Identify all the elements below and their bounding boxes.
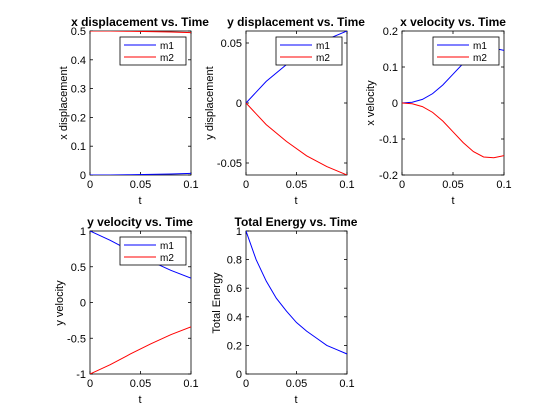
x-tick-label: 0.05	[442, 179, 463, 191]
x-tick-label: 0.05	[130, 179, 151, 191]
plot-title: x velocity vs. Time	[400, 15, 506, 29]
x-tick-label: 0	[243, 378, 249, 390]
legend-label-m1: m1	[160, 241, 174, 252]
x-tick-label: 0.05	[286, 179, 307, 191]
x-tick-label: 0	[399, 179, 405, 191]
subplot-y-displacement: y displacement vs. Time t y displacement…	[204, 15, 365, 207]
y-tick-label: 0.6	[227, 283, 242, 295]
y-tick-label: -0.5	[67, 333, 86, 345]
y-tick-label: 0.2	[383, 26, 398, 38]
y-tick-label: 0.8	[227, 255, 242, 267]
legend-box	[119, 36, 187, 66]
y-tick-label: 0.5	[71, 26, 86, 38]
y-tick-label: 0	[80, 170, 86, 182]
y-tick-label: -1	[76, 369, 86, 381]
x-tick-label: 0.1	[183, 179, 198, 191]
y-tick-label: 0.05	[221, 38, 242, 50]
axes-box	[245, 230, 348, 375]
y-tick-label: 1	[236, 226, 242, 238]
plot-marks: 0 0.05 0.1 0 0.2 0.4 0.6 0.8 1	[227, 226, 355, 390]
x-tick-label: 0.05	[130, 378, 151, 390]
legend-label-m2: m2	[160, 253, 174, 264]
y-tick-label: 0	[80, 298, 86, 310]
legend-label-m2: m2	[316, 53, 330, 64]
legend-box	[275, 36, 343, 66]
y-tick-label: 0.4	[71, 55, 86, 67]
x-axis-label: t	[138, 394, 141, 406]
series-line-m2	[90, 326, 191, 374]
y-axis-label: x displacement	[58, 66, 70, 139]
y-axis-label: y velocity	[54, 280, 66, 326]
subplot-x-displacement: x displacement vs. Time t x displacement…	[58, 15, 209, 207]
y-tick-label: -0.05	[217, 158, 242, 170]
y-tick-label: 0	[236, 98, 242, 110]
y-tick-label: 0	[236, 369, 242, 381]
x-tick-label: 0.1	[496, 179, 511, 191]
x-axis-label: t	[138, 195, 141, 207]
y-tick-label: 0	[392, 98, 398, 110]
y-tick-label: 0.2	[227, 340, 242, 352]
subplot-x-velocity: x velocity vs. Time t x velocity 0 0.05 0.…	[365, 15, 512, 207]
y-tick-label: 0.1	[71, 141, 86, 153]
subplot-total-energy: Total Energy vs. Time t Total Energy 0 0.…	[211, 215, 358, 406]
y-tick-label: 0.4	[227, 312, 242, 324]
x-axis-label: t	[294, 195, 297, 207]
x-tick-label: 0.1	[339, 179, 354, 191]
x-axis-label: t	[294, 394, 297, 406]
plot-title: y displacement vs. Time	[227, 15, 365, 29]
plot-title: x displacement vs. Time	[71, 15, 209, 29]
x-tick-label: 0	[87, 179, 93, 191]
subplot-y-velocity: y velocity vs. Time t y velocity 0 0.05 0.…	[54, 215, 199, 406]
x-tick-label: 0.1	[339, 378, 354, 390]
x-tick-label: 0.05	[286, 378, 307, 390]
y-tick-label: 0.5	[71, 262, 86, 274]
series-line-m1	[90, 172, 191, 175]
legend-box	[432, 36, 500, 66]
plot-title: Total Energy vs. Time	[235, 215, 358, 229]
plot-title: y velocity vs. Time	[87, 215, 193, 229]
y-tick-label: -0.2	[379, 170, 398, 182]
x-tick-label: 0	[243, 179, 249, 191]
legend-label-m1: m1	[316, 41, 330, 52]
legend-label-m2: m2	[160, 53, 174, 64]
x-tick-label: 0.1	[183, 378, 198, 390]
y-tick-label: 0.3	[71, 84, 86, 96]
y-tick-label: 0.2	[71, 112, 86, 124]
x-tick-label: 0	[87, 378, 93, 390]
series-line-m2	[246, 102, 347, 175]
y-axis-label: y displacement	[204, 66, 216, 139]
legend-label-m2: m2	[473, 53, 487, 64]
series-line-series-0	[246, 231, 347, 355]
y-tick-label: 1	[80, 226, 86, 238]
y-tick-label: 0.1	[383, 62, 398, 74]
legend-box	[119, 236, 187, 266]
series-line-m2	[90, 31, 191, 34]
y-axis-label: x velocity	[365, 80, 377, 126]
legend-label-m1: m1	[160, 41, 174, 52]
x-axis-label: t	[451, 195, 454, 207]
y-axis-label: Total Energy	[211, 272, 223, 334]
series-line-m2	[402, 102, 504, 159]
y-tick-label: -0.1	[379, 134, 398, 146]
legend-label-m1: m1	[473, 41, 487, 52]
